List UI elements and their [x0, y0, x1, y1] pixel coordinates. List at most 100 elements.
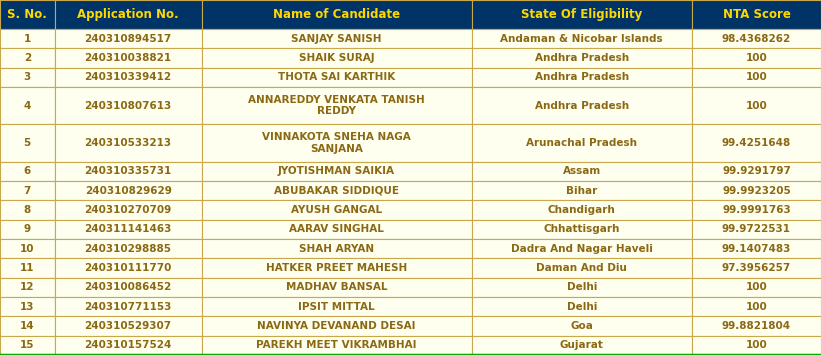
Text: Andaman & Nicobar Islands: Andaman & Nicobar Islands [501, 33, 663, 44]
Text: VINNAKOTA SNEHA NAGA
SANJANA: VINNAKOTA SNEHA NAGA SANJANA [262, 132, 411, 154]
Text: 240310157524: 240310157524 [85, 340, 172, 350]
Bar [201, 67, 471, 87]
Text: 240310298885: 240310298885 [85, 244, 172, 253]
Bar [0, 220, 55, 239]
Bar [692, 124, 821, 162]
Bar [201, 0, 471, 29]
Bar [0, 239, 55, 258]
Bar [692, 181, 821, 200]
Bar [692, 0, 821, 29]
Bar [55, 87, 201, 124]
Bar [471, 239, 692, 258]
Bar [471, 278, 692, 297]
Text: Application No.: Application No. [77, 8, 179, 21]
Text: 240310270709: 240310270709 [85, 205, 172, 215]
Bar [0, 297, 55, 316]
Text: NTA Score: NTA Score [722, 8, 791, 21]
Bar [692, 316, 821, 336]
Text: Goa: Goa [571, 321, 594, 331]
Bar [201, 336, 471, 355]
Text: Dadra And Nagar Haveli: Dadra And Nagar Haveli [511, 244, 653, 253]
Text: ABUBAKAR SIDDIQUE: ABUBAKAR SIDDIQUE [274, 186, 399, 196]
Bar [55, 220, 201, 239]
Text: Delhi: Delhi [566, 282, 597, 292]
Bar [0, 29, 55, 48]
Text: 99.8821804: 99.8821804 [722, 321, 791, 331]
Text: Chandigarh: Chandigarh [548, 205, 616, 215]
Text: Daman And Diu: Daman And Diu [536, 263, 627, 273]
Bar [471, 181, 692, 200]
Text: 15: 15 [20, 340, 34, 350]
Text: 99.1407483: 99.1407483 [722, 244, 791, 253]
Text: 240310335731: 240310335731 [85, 166, 172, 176]
Text: 240310771153: 240310771153 [85, 302, 172, 312]
Bar [471, 29, 692, 48]
Text: 1: 1 [24, 33, 31, 44]
Text: 240310111770: 240310111770 [85, 263, 172, 273]
Text: Gujarat: Gujarat [560, 340, 603, 350]
Text: Name of Candidate: Name of Candidate [273, 8, 400, 21]
Bar [55, 316, 201, 336]
Bar [0, 124, 55, 162]
Text: SANJAY SANISH: SANJAY SANISH [291, 33, 382, 44]
Text: AARAV SINGHAL: AARAV SINGHAL [289, 224, 384, 234]
Text: 10: 10 [20, 244, 34, 253]
Text: 100: 100 [745, 100, 768, 110]
Text: 11: 11 [20, 263, 34, 273]
Text: Arunachal Pradesh: Arunachal Pradesh [526, 138, 637, 148]
Bar [0, 336, 55, 355]
Bar [201, 181, 471, 200]
Bar [0, 316, 55, 336]
Text: Andhra Pradesh: Andhra Pradesh [534, 100, 629, 110]
Text: Andhra Pradesh: Andhra Pradesh [534, 53, 629, 63]
Bar [471, 48, 692, 67]
Text: 14: 14 [20, 321, 34, 331]
Bar [471, 67, 692, 87]
Bar [55, 278, 201, 297]
Text: 97.3956257: 97.3956257 [722, 263, 791, 273]
Bar [692, 29, 821, 48]
Text: 240310529307: 240310529307 [85, 321, 172, 331]
Bar [201, 29, 471, 48]
Bar [692, 278, 821, 297]
Bar [0, 278, 55, 297]
Bar [692, 48, 821, 67]
Bar [0, 181, 55, 200]
Bar [201, 220, 471, 239]
Text: 99.9722531: 99.9722531 [722, 224, 791, 234]
Text: JYOTISHMAN SAIKIA: JYOTISHMAN SAIKIA [278, 166, 395, 176]
Bar [471, 258, 692, 278]
Bar [201, 297, 471, 316]
Bar [55, 239, 201, 258]
Text: 240310829629: 240310829629 [85, 186, 172, 196]
Bar [0, 162, 55, 181]
Text: 100: 100 [745, 282, 768, 292]
Bar [471, 87, 692, 124]
Text: 100: 100 [745, 302, 768, 312]
Bar [471, 220, 692, 239]
Bar [55, 0, 201, 29]
Bar [692, 220, 821, 239]
Bar [201, 258, 471, 278]
Bar [55, 67, 201, 87]
Bar [692, 297, 821, 316]
Text: NAVINYA DEVANAND DESAI: NAVINYA DEVANAND DESAI [257, 321, 415, 331]
Text: S. No.: S. No. [7, 8, 48, 21]
Text: 5: 5 [24, 138, 31, 148]
Text: 100: 100 [745, 72, 768, 82]
Text: 100: 100 [745, 53, 768, 63]
Text: SHAH ARYAN: SHAH ARYAN [299, 244, 374, 253]
Text: 99.9923205: 99.9923205 [722, 186, 791, 196]
Bar [55, 336, 201, 355]
Bar [55, 29, 201, 48]
Text: 240310533213: 240310533213 [85, 138, 172, 148]
Bar [692, 162, 821, 181]
Text: Andhra Pradesh: Andhra Pradesh [534, 72, 629, 82]
Text: 240310807613: 240310807613 [85, 100, 172, 110]
Text: State Of Eligibility: State Of Eligibility [521, 8, 642, 21]
Bar [692, 336, 821, 355]
Text: 99.9991763: 99.9991763 [722, 205, 791, 215]
Text: THOTA SAI KARTHIK: THOTA SAI KARTHIK [278, 72, 395, 82]
Text: 240310339412: 240310339412 [85, 72, 172, 82]
Text: 9: 9 [24, 224, 31, 234]
